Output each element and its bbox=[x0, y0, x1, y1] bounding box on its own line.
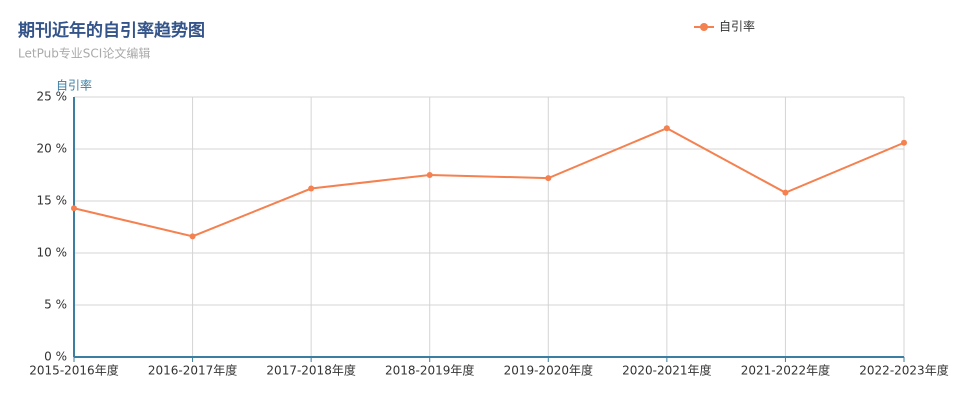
x-tick-label: 2016-2017年度 bbox=[148, 363, 237, 378]
legend-marker bbox=[700, 23, 708, 31]
chart-title: 期刊近年的自引率趋势图 bbox=[18, 20, 205, 41]
data-point bbox=[426, 172, 433, 178]
x-tick-label: 2021-2022年度 bbox=[741, 363, 830, 378]
data-point bbox=[663, 125, 670, 132]
series-line bbox=[73, 127, 905, 238]
data-point bbox=[189, 233, 196, 240]
data-point bbox=[782, 189, 789, 196]
x-tick-label: 2022-2023年度 bbox=[859, 363, 948, 378]
x-tick-label: 2017-2018年度 bbox=[266, 363, 355, 378]
chart-subtitle: LetPub专业SCI论文编辑 bbox=[18, 46, 150, 61]
data-point bbox=[308, 185, 315, 192]
y-tick-label: 25 % bbox=[37, 90, 68, 104]
y-axis-label: 自引率 bbox=[56, 78, 92, 93]
x-tick-label: 2018-2019年度 bbox=[385, 363, 474, 378]
y-tick-label: 0 % bbox=[44, 350, 67, 364]
data-point bbox=[901, 139, 907, 146]
y-tick-label: 5 % bbox=[44, 298, 67, 312]
y-tick-label: 15 % bbox=[37, 194, 68, 208]
y-tick-label: 20 % bbox=[37, 142, 68, 156]
legend: 自引率 bbox=[694, 19, 755, 34]
legend-label: 自引率 bbox=[719, 19, 755, 34]
data-point bbox=[71, 205, 77, 212]
data-point bbox=[545, 175, 552, 182]
y-tick-label: 10 % bbox=[37, 246, 68, 260]
x-tick-label: 2015-2016年度 bbox=[29, 363, 118, 378]
x-tick-label: 2019-2020年度 bbox=[504, 363, 593, 378]
x-tick-label: 2020-2021年度 bbox=[622, 363, 711, 378]
